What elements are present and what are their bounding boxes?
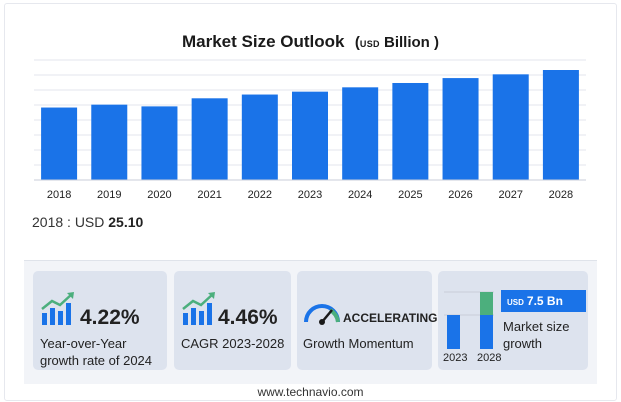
bar-chart-growth-icon — [182, 292, 215, 325]
baseline-label: 2018 : USD — [32, 214, 105, 230]
baseline-number: 25.10 — [108, 214, 144, 230]
bar-2028 — [542, 70, 579, 180]
unit-label: (USD Billion ) — [355, 34, 439, 51]
footer-url: www.technavio.com — [257, 385, 364, 399]
x-tick-label: 2019 — [97, 189, 121, 201]
x-tick-label: 2024 — [348, 189, 372, 201]
kpi-momentum-value: ACCELERATING — [343, 311, 438, 325]
baseline-value: 2018 : USD 25.10 — [32, 214, 143, 230]
x-tick-label: 2021 — [197, 189, 221, 201]
market-growth-amount: 7.5 Bn — [526, 294, 563, 308]
bar-2026 — [442, 78, 479, 180]
x-tick-label: 2023 — [298, 189, 322, 201]
bar-2025 — [392, 82, 429, 180]
kpi-yoy-label-line2: growth rate of 2024 — [40, 353, 153, 368]
year-end-label: 2028 — [477, 352, 502, 364]
market-growth-label: Market size growth — [503, 318, 569, 352]
bar-2019 — [91, 104, 128, 180]
bar-2018 — [41, 107, 78, 180]
unit-word: Billion — [384, 34, 430, 51]
kpi-card-yoy — [33, 271, 167, 370]
x-tick-label: 2022 — [248, 189, 272, 201]
year-start-label: 2023 — [443, 352, 468, 364]
kpi-card-market-growth — [438, 271, 588, 370]
unit-close-paren: ) — [434, 34, 439, 51]
kpi-cagr-value: 4.46% — [218, 306, 278, 329]
market-growth-label-line1: Market size — [503, 319, 570, 334]
kpi-yoy-value: 4.22% — [80, 306, 140, 329]
speedometer-icon — [304, 304, 340, 325]
x-tick-label: 2026 — [448, 189, 472, 201]
kpi-cagr-label: CAGR 2023-2028 — [181, 336, 285, 351]
x-tick-label: 2027 — [498, 189, 522, 201]
kpi-yoy-label-line1: Year-over-Year — [40, 336, 127, 351]
bar-2022 — [241, 94, 278, 180]
bar-2027 — [492, 74, 529, 180]
bar-chart-growth-icon — [41, 292, 74, 325]
unit-currency: USD — [359, 39, 380, 49]
x-tick-label: 2028 — [549, 189, 573, 201]
chart-title-row: Market Size Outlook (USD Billion ) — [0, 32, 621, 52]
chart-title: Market Size Outlook — [181, 32, 345, 51]
x-tick-label: 2025 — [398, 189, 422, 201]
unit-open-paren: ( — [354, 34, 360, 51]
bar-2021 — [191, 98, 228, 180]
stacked-bar-icon — [444, 291, 494, 349]
market-growth-value: USD 7.5 Bn — [501, 290, 586, 312]
bar-2020 — [141, 106, 178, 180]
x-tick-label: 2020 — [147, 189, 171, 201]
x-tick-label: 2018 — [47, 189, 71, 201]
bar-chart: 2018 2019 2020 2021 2022 2023 2024 2025 2026 2027… — [34, 59, 586, 201]
market-growth-label-line2: growth — [503, 336, 543, 351]
kpi-yoy-label: Year-over-Year growth rate of 2024 — [40, 335, 152, 369]
bar-2024 — [342, 87, 379, 180]
bar-2023 — [292, 91, 328, 180]
kpi-momentum-label: Growth Momentum — [303, 336, 414, 351]
market-growth-currency: USD — [507, 298, 524, 307]
